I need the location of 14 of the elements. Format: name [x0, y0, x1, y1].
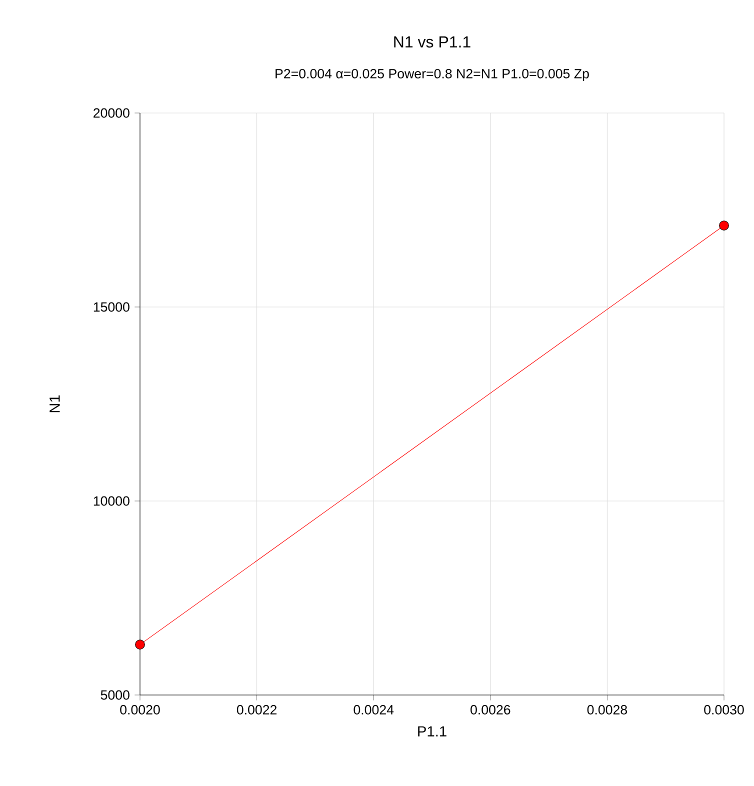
x-axis-title: P1.1 — [418, 726, 446, 736]
x-tick-label: 0.0020 — [120, 705, 160, 714]
x-tick-label: 0.0030 — [704, 705, 744, 714]
x-tick-label: 0.0028 — [587, 705, 628, 714]
y-tick-label: 20000 — [94, 108, 130, 118]
y-tick-label: 10000 — [94, 496, 130, 506]
y-tick-label: 15000 — [94, 302, 130, 312]
x-tick-label: 0.0022 — [236, 705, 277, 714]
chart-subtitle: P2=0.004 α=0.025 Power=0.8 N2=N1 P1.0=0.005 Zp — [276, 68, 589, 82]
x-tick-label: 0.0026 — [470, 705, 510, 714]
y-axis-title: N1 — [50, 395, 60, 412]
y-tick-label: 5000 — [100, 690, 130, 700]
chart-title: N1 vs P1.1 — [394, 36, 470, 48]
x-tick-label: 0.0024 — [354, 705, 394, 714]
